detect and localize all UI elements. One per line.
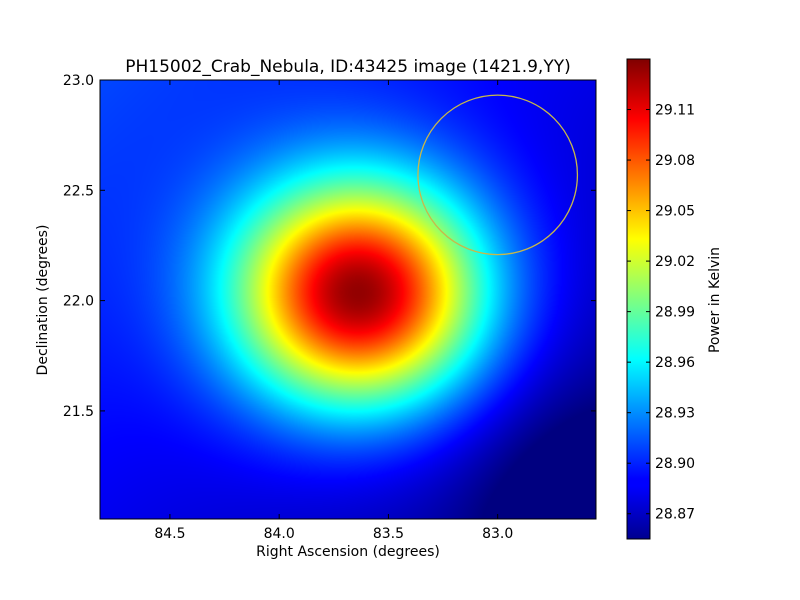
x-tick-label: 83.0: [482, 526, 513, 542]
colorbar-tick-label: 28.87: [655, 507, 695, 523]
heatmap-image: [100, 80, 596, 519]
x-tick-label: 84.5: [154, 526, 185, 542]
y-axis-label: Declination (degrees): [35, 225, 51, 376]
chart-title: PH15002_Crab_Nebula, ID:43425 image (142…: [125, 57, 570, 77]
colorbar-tick-label: 28.96: [655, 355, 695, 371]
y-tick-label: 21.5: [63, 404, 94, 420]
x-axis-ticks: 84.5 84.0 83.5 83.0: [154, 80, 513, 542]
x-tick-label: 84.0: [264, 526, 295, 542]
colorbar-tick-label: 28.99: [655, 305, 695, 321]
colorbar-ticks: 28.87 28.90 28.93 28.96 28.99 29.02 29.05 29.08…: [627, 103, 695, 523]
colorbar-tick-label: 29.05: [655, 204, 695, 220]
region-circle: [417, 94, 579, 256]
colorbar-tick-label: 28.93: [655, 406, 695, 422]
plot-frame: [99, 79, 597, 520]
heatmap-plot: 84.5 84.0 83.5 83.0 21.5 22.0 22.5 23.0: [63, 73, 597, 542]
y-tick-label: 22.5: [63, 183, 94, 199]
x-axis-label: Right Ascension (degrees): [256, 544, 440, 560]
colorbar: 28.87 28.90 28.93 28.96 28.99 29.02 29.05 29.08…: [626, 58, 723, 540]
y-tick-label: 23.0: [63, 73, 94, 89]
colorbar-tick-label: 29.11: [655, 103, 695, 119]
colorbar-tick-label: 29.08: [655, 153, 695, 169]
y-tick-label: 22.0: [63, 294, 94, 310]
x-tick-label: 83.5: [373, 526, 404, 542]
colorbar-label: Power in Kelvin: [707, 247, 723, 353]
colorbar-tick-label: 29.02: [655, 254, 695, 270]
y-axis-ticks: 21.5 22.0 22.5 23.0: [63, 73, 596, 420]
colorbar-tick-label: 28.90: [655, 456, 695, 472]
colorbar-gradient: [626, 58, 651, 540]
